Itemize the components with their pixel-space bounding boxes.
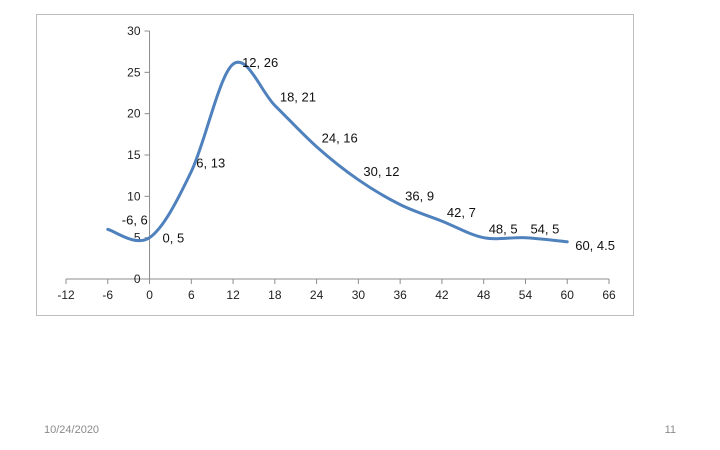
data-label: 0, 5	[163, 231, 185, 246]
x-tick-label: -12	[57, 288, 75, 302]
x-tick-label: 24	[310, 288, 324, 302]
x-tick-label: 48	[477, 288, 491, 302]
data-label: 54, 5	[530, 222, 559, 237]
y-tick-label: 15	[127, 148, 141, 162]
data-point	[356, 178, 360, 182]
data-point	[523, 236, 527, 240]
x-tick-label: 54	[519, 288, 533, 302]
data-point	[231, 62, 235, 66]
x-tick-label: 18	[268, 288, 282, 302]
data-label: 6, 13	[196, 156, 225, 171]
chart-frame: -12 -6 0 6 12 18 24 30 36 42 48 54 60 66 0 5 10 15 20 25 30 …	[36, 14, 634, 316]
x-tick-label: 36	[393, 288, 407, 302]
data-label: 60, 4.5	[575, 238, 615, 253]
x-tick-label: -6	[102, 288, 113, 302]
y-tick-label: 10	[127, 189, 141, 203]
x-tick-label: 30	[352, 288, 366, 302]
page-number: 11	[664, 424, 676, 436]
footer-date: 10/24/2020	[44, 424, 100, 436]
data-point	[315, 145, 319, 149]
y-tick-label: 0	[134, 272, 141, 286]
y-tick-label: 20	[127, 107, 141, 121]
data-point	[440, 219, 444, 223]
x-tick-label: 6	[188, 288, 195, 302]
data-point	[482, 236, 486, 240]
data-label: 48, 5	[489, 222, 518, 237]
data-point	[106, 227, 110, 231]
x-tick-label: 42	[435, 288, 449, 302]
data-point	[189, 170, 193, 174]
data-point	[398, 203, 402, 207]
data-label: 12, 26	[242, 55, 278, 70]
data-label: 24, 16	[322, 131, 358, 146]
line-chart: -12 -6 0 6 12 18 24 30 36 42 48 54 60 66051015202530 …	[57, 24, 616, 302]
y-tick-label: 5	[134, 231, 141, 245]
x-tick-label: 12	[226, 288, 240, 302]
y-tick-label: 30	[127, 24, 141, 38]
series-line	[106, 60, 569, 244]
data-point	[565, 240, 569, 244]
data-label: 36, 9	[405, 189, 434, 204]
data-point	[273, 103, 277, 107]
x-tick-label: 0	[146, 288, 153, 302]
data-label: 30, 12	[363, 164, 399, 179]
x-tick-label: 66	[602, 288, 616, 302]
x-tick-label: 60	[561, 288, 575, 302]
data-point	[148, 236, 152, 240]
data-label: 42, 7	[447, 205, 476, 220]
data-label: 18, 21	[280, 89, 316, 104]
data-label: -6, 6	[122, 212, 148, 227]
y-tick-label: 25	[127, 65, 141, 79]
